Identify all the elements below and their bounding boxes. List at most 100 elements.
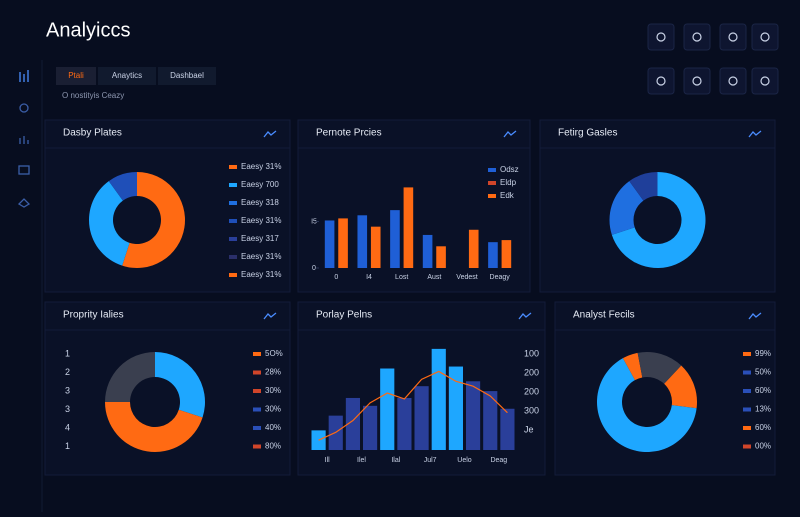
bar [338, 218, 348, 268]
icon [728, 32, 738, 42]
donut-slice [629, 172, 658, 201]
donut-slice [108, 172, 137, 201]
legend-label: Eaesy 317 [241, 234, 279, 243]
panel-title: Analyst Fecils [573, 310, 635, 321]
panel-title: Dasby Plates [63, 128, 122, 139]
legend-label: 13% [755, 405, 771, 414]
donut-slice [596, 358, 697, 452]
legend-swatch [253, 352, 261, 356]
tab[interactable] [98, 67, 156, 85]
legend-label: 99% [755, 349, 771, 358]
donut-slice [122, 172, 185, 268]
legend-swatch [743, 426, 751, 430]
icon-button[interactable] [751, 67, 779, 95]
legend-swatch [253, 426, 261, 430]
bar [324, 220, 335, 268]
legend-swatch [743, 407, 751, 412]
app-title: Analyiccs [46, 19, 130, 41]
bar [311, 430, 326, 450]
donut-slice [105, 402, 203, 452]
legend-label: Eaesy 31% [241, 252, 281, 261]
legend-label: Eaesy 318 [241, 198, 279, 207]
legend-label: Eaesy 31% [241, 216, 281, 225]
icon [760, 32, 770, 42]
trend-icon[interactable] [748, 130, 762, 138]
icon-button[interactable] [719, 23, 747, 51]
bar [483, 391, 498, 450]
x-tick-label: Jul7 [424, 457, 437, 464]
bar [500, 408, 515, 450]
trend-icon[interactable] [748, 312, 762, 320]
icon[interactable] [19, 136, 29, 144]
bar [414, 386, 429, 450]
bar [488, 242, 498, 268]
tab-label: Dashbael [170, 71, 204, 80]
panel-title: Pernote Prcies [316, 128, 382, 139]
bar [501, 240, 512, 268]
legend-swatch [743, 352, 751, 356]
sidebar-icons [17, 70, 31, 208]
legend-swatch [488, 194, 496, 198]
side-label: 3 [65, 404, 70, 414]
side-label: 1 [65, 441, 70, 451]
trend-icon[interactable] [518, 312, 532, 320]
donut-slice [88, 181, 130, 266]
icon-button[interactable] [647, 23, 675, 51]
axis-label: 300 [524, 405, 539, 415]
legend-swatch [743, 444, 751, 449]
icon[interactable] [19, 70, 29, 82]
donut-slice [637, 352, 682, 384]
x-tick-label: Vedest [456, 274, 477, 281]
trend-icon[interactable] [263, 312, 277, 320]
legend-swatch [488, 181, 496, 185]
icon-button[interactable] [683, 23, 711, 51]
legend-swatch [253, 389, 261, 393]
panel-title: Porlay Pelns [316, 310, 372, 321]
donut-slice [664, 365, 697, 409]
icon-button[interactable] [683, 67, 711, 95]
legend-swatch [229, 255, 237, 259]
legend-swatch [229, 273, 237, 277]
icon[interactable] [18, 165, 30, 175]
legend-label: Odsz [500, 165, 519, 174]
trend-icon[interactable] [263, 130, 277, 138]
tab[interactable] [56, 67, 96, 85]
icon-button[interactable] [719, 67, 747, 95]
x-tick-label: Ill [325, 457, 331, 464]
legend-label: 50% [755, 368, 771, 377]
legend-swatch [253, 370, 261, 375]
panel-title: Fetirg Gasles [558, 128, 617, 139]
legend-swatch [253, 444, 261, 449]
panel [554, 301, 776, 476]
x-tick-label: Aust [427, 274, 441, 281]
icon-button[interactable] [751, 23, 779, 51]
side-label: 4 [65, 422, 70, 432]
legend-swatch [229, 165, 237, 169]
trend-icon[interactable] [503, 130, 517, 138]
bar [466, 381, 481, 450]
icon[interactable] [19, 103, 29, 113]
legend-swatch [229, 201, 237, 205]
icon [656, 76, 666, 86]
donut-slice [611, 172, 706, 268]
legend-label: Edk [500, 191, 515, 200]
legend-label: 28% [265, 368, 281, 377]
legend-label: 00% [755, 442, 771, 451]
donut-slice [622, 352, 643, 381]
x-tick-label: Ilel [357, 457, 366, 464]
icon-button[interactable] [647, 67, 675, 95]
bar [380, 368, 395, 450]
icon [760, 76, 770, 86]
x-tick-label: Deagy [490, 274, 511, 281]
icon[interactable] [17, 198, 31, 208]
legend-label: 60% [755, 423, 771, 432]
x-tick-label: I4 [366, 274, 372, 281]
tab[interactable] [158, 67, 216, 85]
bar [345, 397, 360, 450]
y-tick-label: I5 [311, 218, 317, 225]
subtitle: O nostityis Ceazy [62, 91, 124, 100]
x-tick-label: 0 [334, 274, 338, 281]
icon [692, 76, 702, 86]
bar [431, 348, 446, 450]
